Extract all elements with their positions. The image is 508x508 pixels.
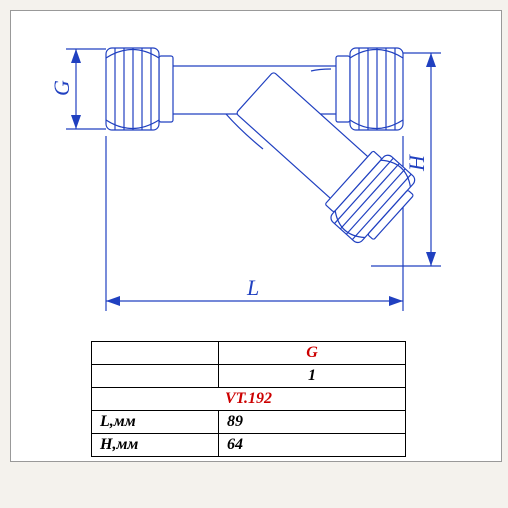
table-row: H,мм 64 [92,434,406,457]
cell-label: H,мм [92,434,219,457]
label-H: H [404,154,429,172]
label-L: L [246,275,259,300]
dim-G: G [49,49,106,129]
cell-value: 64 [219,434,406,457]
right-nut [350,48,403,130]
cell-label [92,342,219,365]
cell-value: G [219,342,406,365]
table-row: G [92,342,406,365]
left-nut [106,48,159,130]
cell-label: L,мм [92,411,219,434]
table-row: VT.192 [92,388,406,411]
table-row: 1 [92,365,406,388]
strainer-drawing: G H L [11,11,501,341]
spec-table: G 1 VT.192 L,мм 89 H,мм 64 [91,341,406,457]
cell-value: 89 [219,411,406,434]
drawing-frame: G H L [10,10,502,462]
table-row: L,мм 89 [92,411,406,434]
cell-label [92,365,219,388]
cell-value: VT.192 [92,388,406,411]
label-G: G [49,80,74,96]
cell-value: 1 [219,365,406,388]
